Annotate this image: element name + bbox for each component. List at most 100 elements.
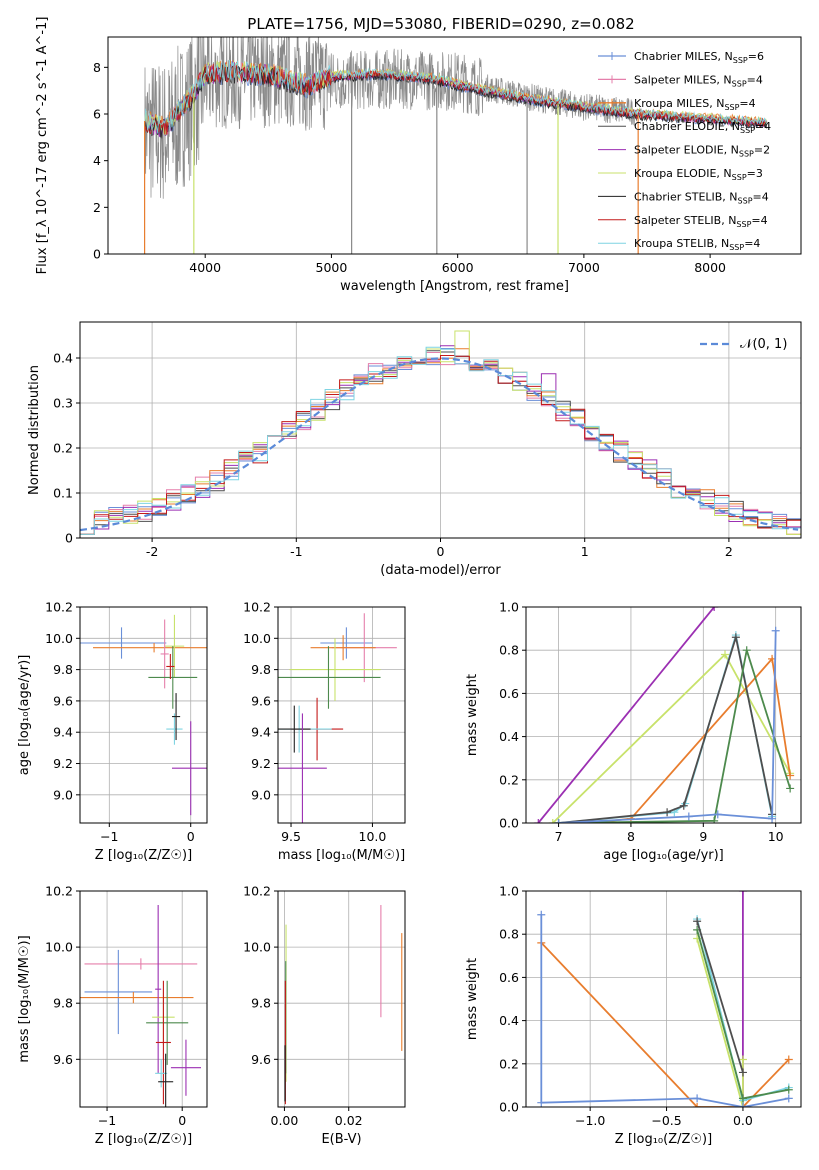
weight_Z-series-chab_miles: [540, 914, 789, 1107]
age_Z-ytick-label: 9.4: [53, 725, 73, 740]
age_mass-ytick-label: 10.2: [243, 600, 271, 615]
spectrum-ytick-label: 8: [93, 60, 101, 75]
legend-normal-label: 𝒩(0, 1): [740, 337, 787, 352]
weight_Z-marker-chab_miles-4: [784, 1094, 793, 1103]
legend-text: Salpeter MILES, N: [634, 73, 732, 86]
legend-subscript: SSP: [739, 150, 754, 159]
spectrum-xtick-label: 4000: [189, 260, 221, 275]
weight_age-series-salp_elodie: [537, 607, 715, 823]
normal-curve: [80, 357, 799, 532]
weight_age-marker-green-2: [742, 646, 751, 655]
residuals-xtick-label: 2: [725, 544, 733, 559]
spectrum-ylabel: Flux [f_λ 10^-17 erg cm^-2 s^-1 A^-1]: [35, 17, 50, 275]
age_mass-ytick-label: 10.0: [243, 631, 271, 646]
mass_Z-frame: [79, 890, 208, 1108]
weight_age-xtick-label: 10: [768, 829, 784, 844]
legend-subscript: SSP: [732, 173, 747, 182]
weight_age-marker-krou_elodie-0: [548, 819, 557, 823]
residuals-ytick-label: 0.3: [53, 396, 73, 411]
legend-suffix: =3: [747, 167, 763, 180]
age_Z-ytick-label: 9.0: [53, 787, 73, 802]
mass_ebv-frame: [277, 890, 406, 1108]
weight_age-marker-chab_miles-4: [771, 626, 780, 635]
legend-subscript: SSP: [736, 220, 751, 229]
age_mass-xtick-label: 10.0: [359, 829, 387, 844]
weight_age-ytick-label: 1.0: [499, 600, 519, 615]
mass_Z-ylabel: mass [log₁₀(M/M☉)]: [17, 935, 32, 1062]
residuals-ytick-label: 0.4: [53, 351, 73, 366]
legend-label-salp_stelib: Salpeter STELIB, NSSP=4: [634, 214, 768, 229]
age_mass-ytick-label: 9.2: [251, 756, 271, 771]
legend-text: Chabrier ELODIE, N: [634, 120, 740, 133]
spectrum-xtick-label: 5000: [316, 260, 348, 275]
age_Z-xlabel: Z [log₁₀(Z/Z☉)]: [95, 848, 192, 863]
age_mass-ytick-label: 9.4: [251, 725, 271, 740]
weight_Z-marker-chab_elodie-1: [738, 1068, 747, 1077]
weight_age-marker-chab_miles-1: [684, 812, 693, 821]
mass_ebv-xlabel: E(B-V): [321, 1132, 361, 1147]
legend-text: Chabrier MILES, N: [634, 50, 733, 63]
age_mass-ytick-label: 9.6: [251, 693, 271, 708]
weight_age-marker-chab_miles-0: [554, 819, 563, 823]
weight_age-marker-krou_elodie-1: [721, 650, 730, 659]
age_Z-frame: [79, 606, 208, 824]
weight_age-plot-area: [534, 607, 795, 823]
spectrum-ytick-label: 4: [93, 153, 101, 168]
weight_Z-marker-chab_miles-2: [693, 1094, 702, 1103]
mass_ebv-plot-area: [284, 905, 403, 1105]
age_Z-ytick-label: 9.6: [53, 693, 73, 708]
residuals-ytick-label: 0.2: [53, 441, 73, 456]
weight_age-frame: [525, 606, 802, 824]
mass_Z-xtick-label: −1: [98, 1113, 116, 1128]
legend-label-krou_stelib: Kroupa STELIB, NSSP=4: [634, 237, 760, 252]
mass_Z-ytick-label: 9.8: [53, 996, 73, 1011]
weight_Z-xtick-label: 0.0: [733, 1113, 753, 1128]
residuals-xtick-label: -2: [146, 544, 158, 559]
weight_age-ylabel: mass weight: [465, 674, 480, 756]
legend-label-chab_miles: Chabrier MILES, NSSP=6: [634, 50, 764, 65]
legend-text: Kroupa STELIB, N: [634, 237, 729, 250]
age_mass-xtick-label: 9.5: [281, 829, 301, 844]
mass_Z-ytick-label: 9.6: [53, 1052, 73, 1067]
weight_Z-ytick-label: 0.6: [499, 970, 519, 985]
age_Z-xtick-label: −1: [100, 829, 118, 844]
legend-suffix: =6: [748, 50, 764, 63]
weight_Z-marker-green-2: [784, 1085, 793, 1094]
residuals-xtick-label: 1: [581, 544, 589, 559]
legend-suffix: =2: [754, 144, 770, 157]
weight_Z-xtick-label: −1.0: [575, 1113, 605, 1128]
weight_Z-ytick-label: 0.0: [499, 1100, 519, 1115]
weight_age-xtick-label: 8: [627, 829, 635, 844]
legend-subscript: SSP: [733, 56, 748, 65]
weight_Z-marker-chab_miles-3: [738, 1103, 747, 1107]
weight_Z-marker-salp_elodie-0: [738, 891, 747, 895]
legend-label-krou_miles: Kroupa MILES, NSSP=4: [634, 97, 756, 112]
age_mass-ytick-label: 9.8: [251, 662, 271, 677]
weight_age-xlabel: age [log₁₀(age/yr)]: [603, 848, 724, 863]
age_Z-ytick-label: 9.8: [53, 662, 73, 677]
residuals-ylabel: Normed distribution: [27, 365, 42, 495]
weight_Z-ytick-label: 1.0: [499, 884, 519, 899]
weight_Z-series-chab_elodie: [696, 920, 744, 1073]
mass_ebv-ytick-label: 9.6: [251, 1052, 271, 1067]
spectrum-model-salp_stelib: [144, 61, 768, 135]
weight_age-ytick-label: 0.6: [499, 686, 519, 701]
weight_age-marker-salp_elodie-1: [710, 607, 719, 611]
residuals-ytick-label: 0.1: [53, 486, 73, 501]
weight_Z-ytick-label: 0.8: [499, 927, 519, 942]
spectrum-plot-area: [144, 37, 768, 254]
weight_Z-ylabel: mass weight: [465, 958, 480, 1040]
mass_ebv-ytick-label: 9.8: [251, 996, 271, 1011]
weight_age-marker-salp_elodie-0: [534, 819, 543, 823]
legend-subscript: SSP: [724, 103, 739, 112]
legend-text: Chabrier STELIB, N: [634, 190, 738, 203]
weight_Z-xtick-label: −0.5: [651, 1113, 681, 1128]
spectrum-model-krou_stelib: [144, 59, 768, 134]
weight_Z-marker-chab_miles-0: [537, 910, 546, 919]
weight_age-ytick-label: 0.4: [499, 729, 519, 744]
weight_age-ytick-label: 0.2: [499, 772, 519, 787]
weight_age-marker-chab_miles-2: [713, 810, 722, 819]
legend-text: Kroupa MILES, N: [634, 97, 724, 110]
figure-title: PLATE=1756, MJD=53080, FIBERID=0290, z=0…: [247, 15, 634, 33]
